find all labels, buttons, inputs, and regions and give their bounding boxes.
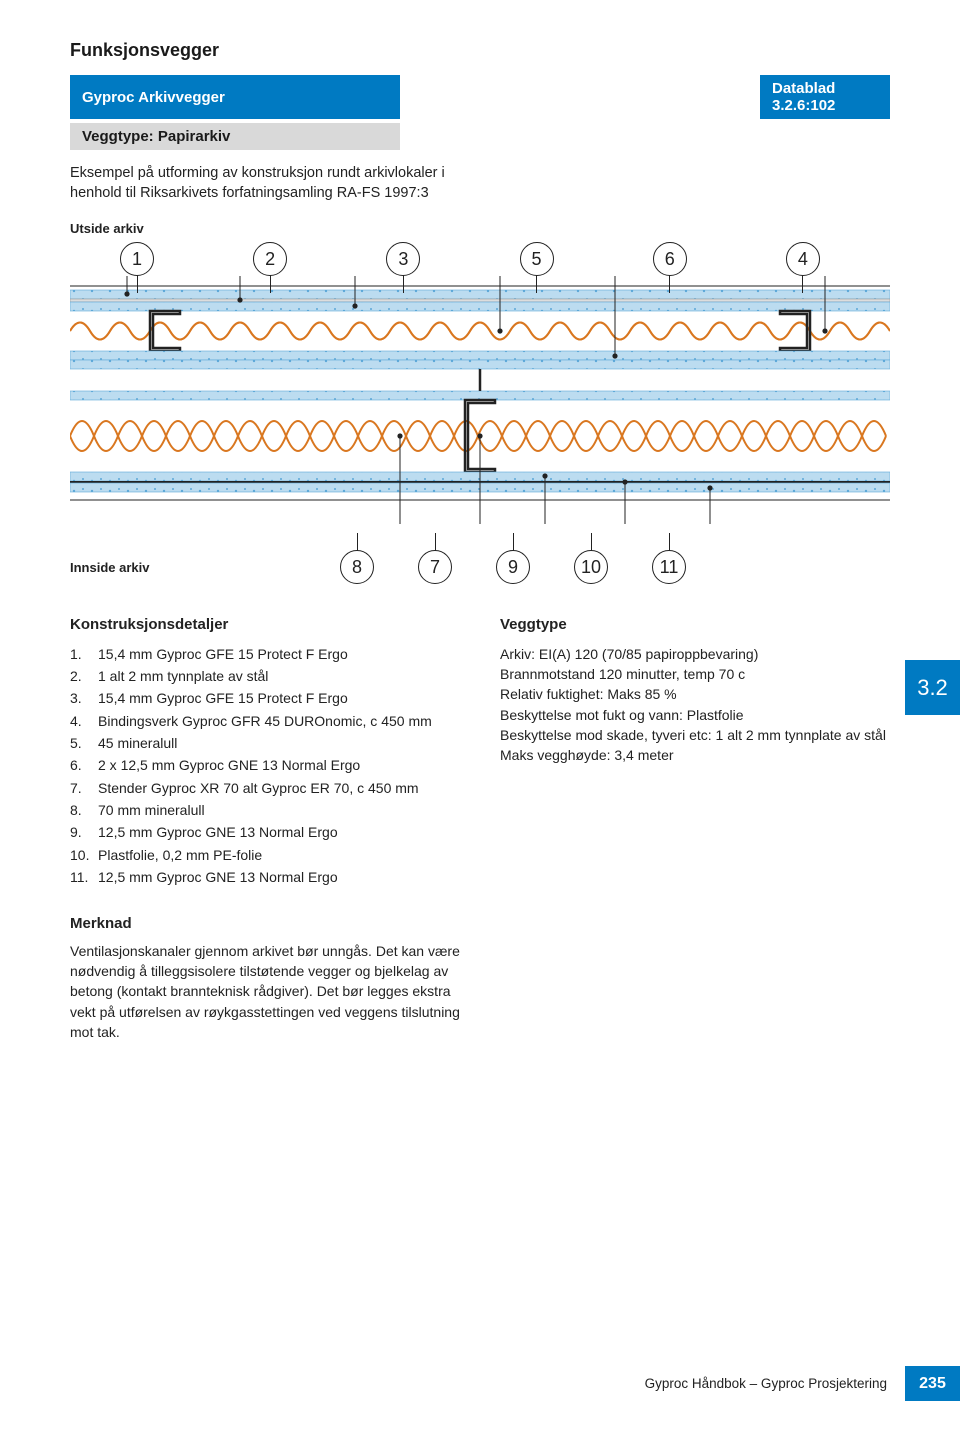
detail-item: Bindingsverk Gyproc GFR 45 DUROnomic, c … <box>70 711 460 731</box>
content-columns: Konstruksjonsdetaljer 15,4 mm Gyproc GFE… <box>70 614 890 1042</box>
remark-text: Ventilasjonskanaler gjennom arkivet bør … <box>70 941 460 1042</box>
details-list: 15,4 mm Gyproc GFE 15 Protect F Ergo 1 a… <box>70 644 460 887</box>
detail-item: 12,5 mm Gyproc GNE 13 Normal Ergo <box>70 822 460 842</box>
diagram-top: 1 2 3 5 6 4 <box>70 242 890 536</box>
details-column: Konstruksjonsdetaljer 15,4 mm Gyproc GFE… <box>70 614 460 1042</box>
intro-text: Eksempel på utforming av konstruksjon ru… <box>70 164 460 203</box>
bottom-callout-row: 8 7 9 10 11 <box>330 550 890 584</box>
walltype-line: Relativ fuktighet: Maks 85 % <box>500 684 890 704</box>
callout-1: 1 <box>120 242 154 276</box>
diagram-bottom: Innside arkiv 8 7 9 10 11 <box>70 550 890 584</box>
footer-text: Gyproc Håndbok – Gyproc Prosjektering <box>627 1366 905 1401</box>
callout-7: 7 <box>418 550 452 584</box>
walltype-line: Maks vegghøyde: 3,4 meter <box>500 745 890 765</box>
callout-4: 4 <box>786 242 820 276</box>
inside-label: Innside arkiv <box>70 560 330 575</box>
page-title: Funksjonsvegger <box>70 40 890 61</box>
detail-item: 1 alt 2 mm tynnplate av stål <box>70 666 460 686</box>
section-tab: 3.2 <box>905 660 960 715</box>
product-title-bar: Gyproc Arkivvegger <box>70 75 400 119</box>
top-callout-row: 1 2 3 5 6 4 <box>70 242 890 276</box>
walltype-line: Arkiv: EI(A) 120 (70/85 papiroppbevaring… <box>500 644 890 664</box>
remark-block: Merknad Ventilasjonskanaler gjennom arki… <box>70 913 460 1042</box>
walltype-line: Beskyttelse mot fukt og vann: Plastfolie <box>500 705 890 725</box>
walltype-heading: Veggtype <box>500 614 890 636</box>
callout-5: 5 <box>520 242 554 276</box>
detail-item: 45 mineralull <box>70 733 460 753</box>
callout-2: 2 <box>253 242 287 276</box>
page-footer: Gyproc Håndbok – Gyproc Prosjektering 23… <box>627 1366 960 1401</box>
walltype-line: Brannmotstand 120 minutter, temp 70 c <box>500 664 890 684</box>
detail-item: Plastfolie, 0,2 mm PE-folie <box>70 845 460 865</box>
detail-item: Stender Gyproc XR 70 alt Gyproc ER 70, c… <box>70 778 460 798</box>
wall-section-diagram <box>70 276 890 536</box>
callout-11: 11 <box>652 550 686 584</box>
callout-3: 3 <box>386 242 420 276</box>
walltype-bar: Veggtype: Papirarkiv <box>70 123 400 150</box>
datasheet-ref-bar: Datablad 3.2.6:102 <box>760 75 890 119</box>
detail-item: 2 x 12,5 mm Gyproc GNE 13 Normal Ergo <box>70 755 460 775</box>
detail-item: 12,5 mm Gyproc GNE 13 Normal Ergo <box>70 867 460 887</box>
callout-10: 10 <box>574 550 608 584</box>
details-heading: Konstruksjonsdetaljer <box>70 614 460 636</box>
callout-6: 6 <box>653 242 687 276</box>
callout-8: 8 <box>340 550 374 584</box>
remark-heading: Merknad <box>70 913 460 935</box>
footer-page-number: 235 <box>905 1366 960 1401</box>
outside-label: Utside arkiv <box>70 221 890 236</box>
walltype-line: Beskyttelse mod skade, tyveri etc: 1 alt… <box>500 725 890 745</box>
detail-item: 15,4 mm Gyproc GFE 15 Protect F Ergo <box>70 688 460 708</box>
detail-item: 15,4 mm Gyproc GFE 15 Protect F Ergo <box>70 644 460 664</box>
datasheet-page: Funksjonsvegger Gyproc Arkivvegger Datab… <box>0 0 960 1447</box>
detail-item: 70 mm mineralull <box>70 800 460 820</box>
callout-9: 9 <box>496 550 530 584</box>
walltype-column: Veggtype Arkiv: EI(A) 120 (70/85 papirop… <box>500 614 890 1042</box>
header-row: Gyproc Arkivvegger Datablad 3.2.6:102 <box>70 75 890 119</box>
